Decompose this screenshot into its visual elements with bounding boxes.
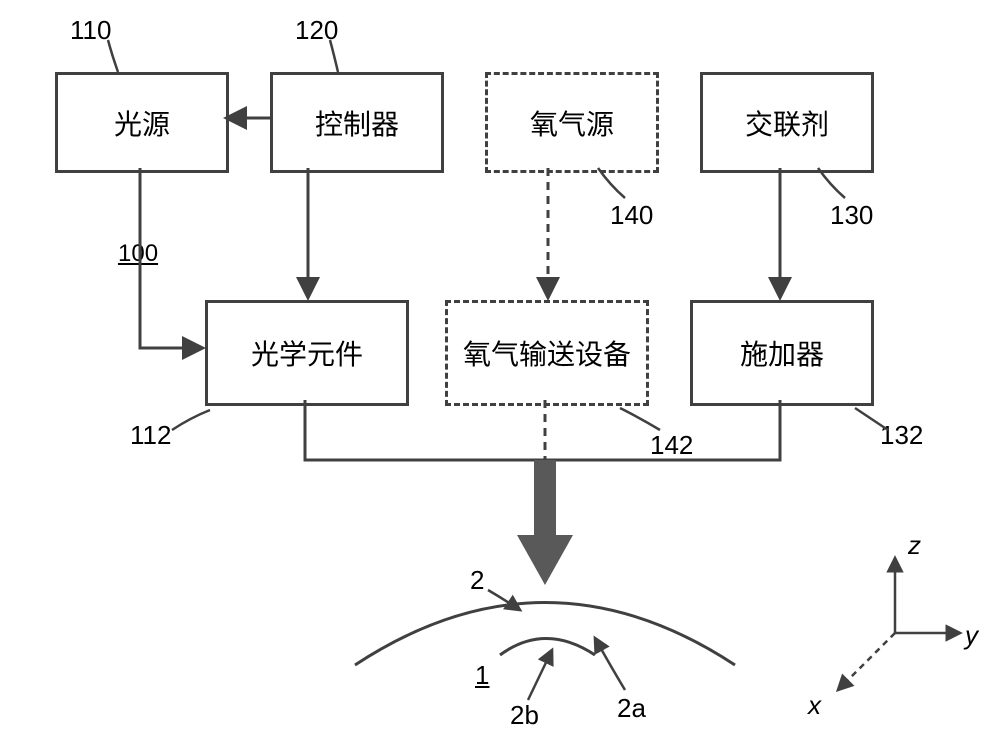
box-light-source: 光源 xyxy=(55,72,229,173)
box-crosslinker: 交联剂 xyxy=(700,72,874,173)
axis-z-label: z xyxy=(908,530,921,561)
box-controller-label: 控制器 xyxy=(315,103,399,143)
box-crosslinker-label: 交联剂 xyxy=(745,103,829,143)
surface-label-2a: 2a xyxy=(617,693,646,724)
axes-icon xyxy=(838,558,960,690)
axis-y-label: y xyxy=(965,620,978,651)
eye-label-1: 1 xyxy=(475,660,489,691)
box-oxygen-source-label: 氧气源 xyxy=(530,103,614,143)
box-applicator: 施加器 xyxy=(690,300,874,406)
callout-110: 110 xyxy=(70,15,111,46)
box-optics-label: 光学元件 xyxy=(251,333,363,373)
box-oxygen-source: 氧气源 xyxy=(485,72,659,173)
box-light-source-label: 光源 xyxy=(114,103,170,143)
callout-130: 130 xyxy=(830,200,873,231)
callout-132: 132 xyxy=(880,420,923,451)
callout-120: 120 xyxy=(295,15,338,46)
combined-arrow-icon xyxy=(517,460,573,585)
callout-140: 140 xyxy=(610,200,653,231)
box-optics: 光学元件 xyxy=(205,300,409,406)
system-label: 100 xyxy=(118,240,158,268)
box-oxygen-delivery: 氧气输送设备 xyxy=(445,300,649,406)
callout-142: 142 xyxy=(650,430,693,461)
box-oxygen-delivery-label: 氧气输送设备 xyxy=(463,333,631,373)
callout-112: 112 xyxy=(130,420,171,451)
cornea-label-2: 2 xyxy=(470,565,484,596)
axis-x-label: x xyxy=(808,690,821,721)
box-controller: 控制器 xyxy=(270,72,444,173)
box-applicator-label: 施加器 xyxy=(740,333,824,373)
surface-label-2b: 2b xyxy=(510,700,539,731)
